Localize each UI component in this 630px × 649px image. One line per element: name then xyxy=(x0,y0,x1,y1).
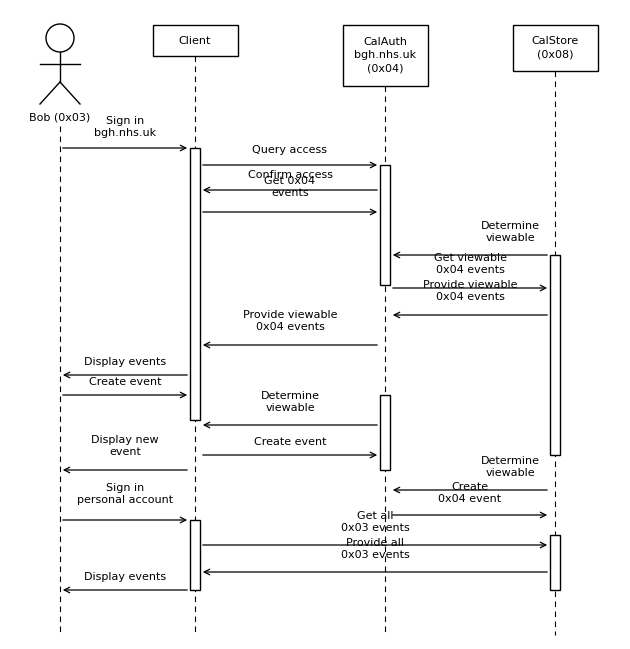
Bar xyxy=(550,535,560,590)
Text: Provide all
0x03 events: Provide all 0x03 events xyxy=(341,537,410,560)
Text: CalStore
(0x08): CalStore (0x08) xyxy=(531,36,578,60)
Bar xyxy=(190,148,200,420)
Text: Display events: Display events xyxy=(84,357,166,367)
Text: Query access: Query access xyxy=(253,145,328,155)
Text: Bob (0x03): Bob (0x03) xyxy=(30,112,91,122)
Bar xyxy=(512,25,597,71)
Text: Provide viewable
0x04 events: Provide viewable 0x04 events xyxy=(243,310,337,332)
Text: Get all
0x03 events: Get all 0x03 events xyxy=(341,511,410,533)
Text: CalAuth
bgh.nhs.uk
(0x04): CalAuth bgh.nhs.uk (0x04) xyxy=(354,37,416,74)
Text: Provide viewable
0x04 events: Provide viewable 0x04 events xyxy=(423,280,517,302)
Bar xyxy=(380,165,390,285)
Bar xyxy=(380,395,390,470)
Text: Determine
viewable: Determine viewable xyxy=(481,221,539,243)
Text: Determine
viewable: Determine viewable xyxy=(481,456,539,478)
Text: Get 0x04
events: Get 0x04 events xyxy=(265,176,316,198)
Text: Sign in
bgh.nhs.uk: Sign in bgh.nhs.uk xyxy=(94,116,156,138)
Text: Display events: Display events xyxy=(84,572,166,582)
Text: Display new
event: Display new event xyxy=(91,435,159,457)
Text: Get viewable
0x04 events: Get viewable 0x04 events xyxy=(433,252,507,275)
Text: Confirm access: Confirm access xyxy=(248,170,333,180)
Text: Sign in
personal account: Sign in personal account xyxy=(77,483,173,505)
Text: Determine
viewable: Determine viewable xyxy=(260,391,319,413)
Text: Create event: Create event xyxy=(254,437,326,447)
Bar xyxy=(190,520,200,590)
Bar xyxy=(550,255,560,455)
Text: Create event: Create event xyxy=(89,377,161,387)
Bar xyxy=(152,25,238,56)
Text: Create
0x04 event: Create 0x04 event xyxy=(438,482,501,504)
Text: Client: Client xyxy=(179,36,211,45)
Bar xyxy=(343,25,428,86)
